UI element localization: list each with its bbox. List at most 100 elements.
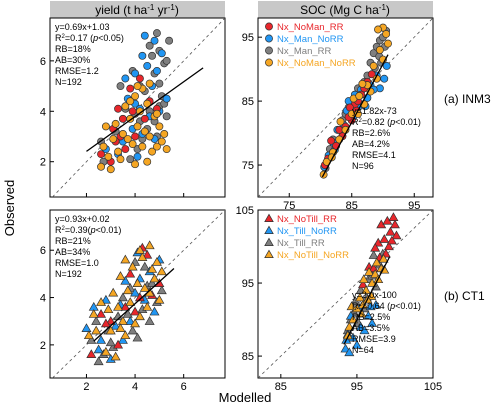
data-point (105, 325, 116, 335)
data-point (86, 349, 97, 358)
y-tick-label: 4 (40, 293, 46, 305)
stat-line: AB=34% (55, 247, 90, 257)
data-point (127, 325, 138, 335)
data-point (110, 320, 121, 330)
data-point (342, 330, 353, 340)
data-point (130, 306, 141, 316)
data-point (327, 136, 336, 145)
data-point (118, 114, 127, 123)
data-point (364, 266, 375, 276)
data-point (162, 112, 171, 121)
stat-line: R2=0.82 (p<0.01) (352, 117, 421, 127)
yield-column-header: yield (t ha-1 yr-1) (50, 1, 225, 18)
data-point (358, 79, 367, 88)
data-point (365, 301, 376, 311)
data-point (128, 107, 137, 116)
data-point (152, 109, 161, 118)
data-point (111, 119, 120, 128)
plot-frame (49, 209, 226, 379)
y-tick-label: 95 (242, 278, 254, 290)
y-tick-label: 6 (40, 245, 46, 257)
data-point (354, 292, 365, 302)
data-point (137, 252, 148, 261)
stat-line: y=2.0x-100 (352, 290, 397, 300)
data-point (96, 335, 107, 344)
stat-line: y=0.69x+1.03 (55, 22, 110, 32)
soc-header-text: SOC (Mg C ha-1) (300, 3, 390, 17)
data-point (120, 301, 131, 311)
stat-line: RB=2.5% (352, 312, 390, 322)
data-point (154, 278, 165, 288)
x-tick-label: 4 (132, 381, 138, 393)
data-point (351, 340, 362, 349)
data-point (101, 122, 110, 131)
data-point (139, 282, 150, 292)
data-point (139, 261, 150, 271)
legend-marker (265, 46, 273, 55)
data-point (88, 309, 99, 318)
data-point (344, 321, 355, 331)
data-point (358, 274, 369, 284)
x-tick-label: 85 (275, 381, 287, 393)
data-point (130, 287, 141, 297)
data-point (120, 330, 131, 340)
data-point (130, 318, 141, 328)
data-point (380, 74, 389, 83)
plot-area (52, 210, 225, 378)
data-point (91, 325, 102, 335)
data-point (117, 335, 128, 344)
yield-header-text: yield (t ha-1 yr-1) (95, 3, 179, 17)
plot-area (52, 18, 225, 197)
data-point (382, 61, 391, 70)
data-point (127, 261, 138, 271)
stat-line: AB=3.5% (352, 323, 390, 333)
data-point (156, 266, 167, 276)
data-point (131, 160, 140, 169)
data-point (370, 299, 381, 309)
data-point (346, 301, 357, 311)
x-tick-label: 105 (424, 381, 442, 393)
data-point (91, 316, 102, 325)
y-tick-label: 85 (242, 351, 254, 363)
data-point (114, 147, 123, 156)
data-point (131, 132, 140, 141)
data-point (116, 155, 125, 164)
data-point (113, 301, 124, 311)
data-point (157, 137, 166, 146)
data-point (122, 285, 133, 295)
data-point (125, 297, 136, 306)
legend-label: Nx_NoMan_NoRR (277, 58, 356, 69)
data-point (162, 145, 171, 154)
data-point (93, 356, 104, 366)
data-point (126, 84, 135, 93)
data-point (152, 29, 161, 38)
data-point (81, 323, 92, 332)
stat-line: RMSE=1.2 (55, 66, 99, 76)
y-tick-label: 95 (242, 32, 254, 44)
data-point (142, 249, 153, 259)
data-point (96, 309, 107, 318)
legend-label: Nx_Till_RR (277, 238, 325, 249)
data-point (140, 31, 149, 40)
one-to-one-line (52, 210, 225, 378)
data-point (117, 316, 128, 325)
row-label-inm3: (a) INM3 (444, 92, 491, 106)
data-point (133, 152, 142, 161)
legend-label: Nx_Man_RR (277, 46, 332, 57)
data-point (138, 142, 147, 151)
data-point (160, 130, 169, 138)
data-point (147, 278, 158, 288)
plot-area (258, 18, 433, 197)
data-point (374, 25, 382, 34)
stat-line: RMSE=1.0 (55, 258, 99, 268)
stat-line: N=64 (352, 345, 374, 355)
stat-line: y=1.82x-73 (352, 106, 397, 116)
data-point (385, 226, 396, 236)
data-point (118, 130, 127, 138)
data-point (383, 241, 394, 251)
data-point (123, 135, 132, 143)
data-point (348, 314, 359, 324)
y-tick-label: 105 (236, 205, 254, 217)
